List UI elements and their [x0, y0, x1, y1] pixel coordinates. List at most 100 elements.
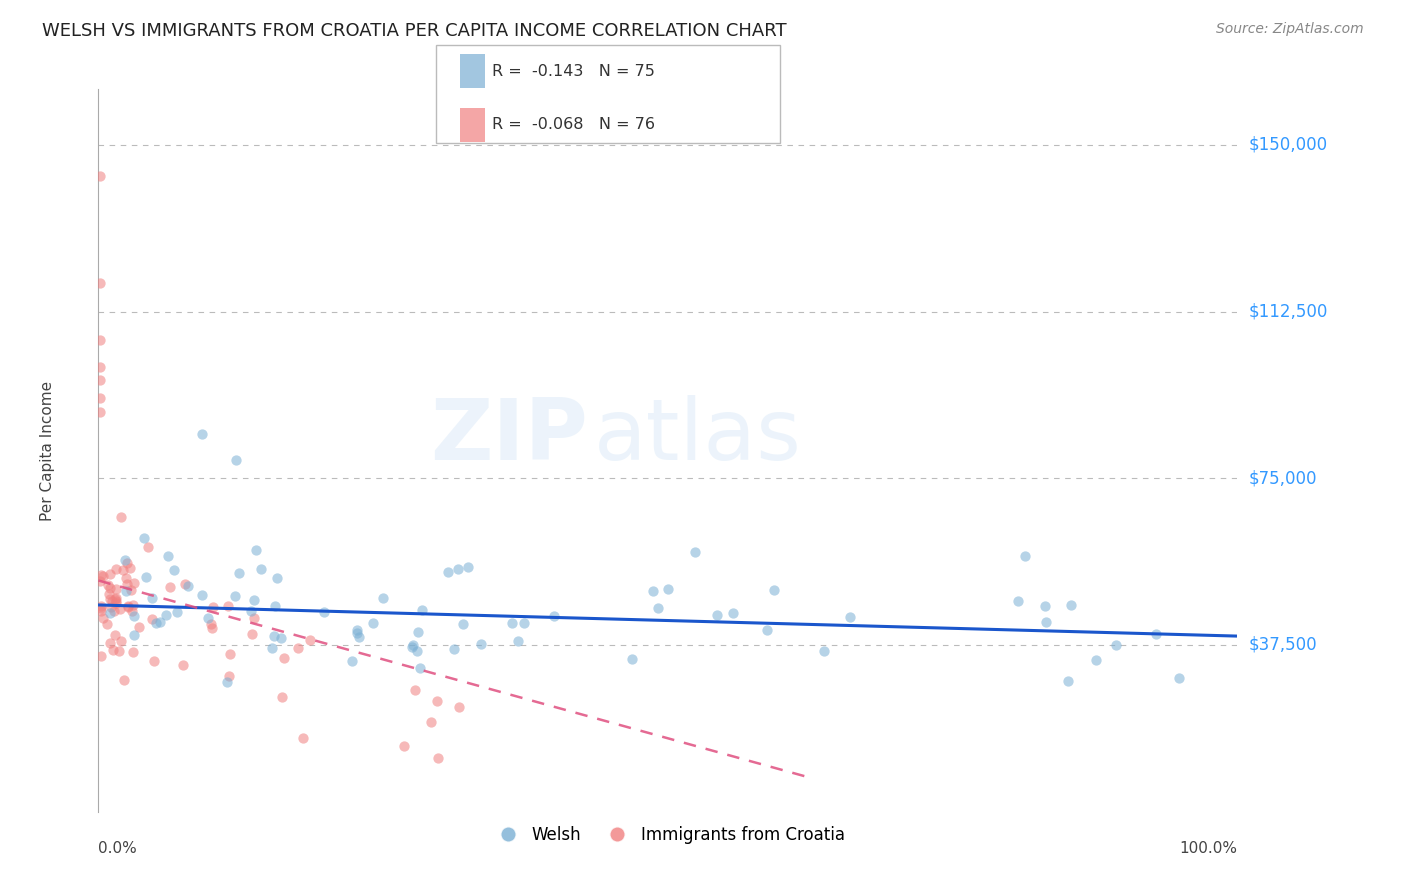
Point	[108, 602, 131, 616]
Point	[90, 649, 112, 664]
Text: R =  -0.068   N = 76: R = -0.068 N = 76	[492, 118, 655, 132]
Point	[470, 637, 492, 651]
Point	[813, 644, 835, 658]
Point	[117, 599, 139, 613]
Point	[89, 334, 111, 348]
Text: WELSH VS IMMIGRANTS FROM CROATIA PER CAPITA INCOME CORRELATION CHART: WELSH VS IMMIGRANTS FROM CROATIA PER CAP…	[42, 22, 787, 40]
Point	[149, 615, 172, 629]
Point	[449, 699, 471, 714]
Point	[120, 560, 142, 574]
Point	[108, 644, 131, 658]
Point	[245, 543, 267, 558]
Point	[419, 714, 441, 729]
Text: $37,500: $37,500	[1249, 636, 1317, 654]
Point	[122, 576, 145, 591]
Point	[103, 604, 125, 618]
Point	[135, 570, 157, 584]
Point	[411, 603, 433, 617]
Point	[121, 604, 143, 618]
Point	[225, 453, 247, 467]
Point	[156, 549, 179, 564]
Text: $150,000: $150,000	[1249, 136, 1327, 153]
Point	[122, 609, 145, 624]
Point	[100, 600, 122, 615]
Point	[90, 604, 112, 618]
Point	[643, 584, 665, 599]
Point	[683, 545, 706, 559]
Point	[657, 582, 679, 597]
Point	[98, 592, 121, 607]
Point	[89, 574, 111, 588]
Point	[89, 404, 111, 418]
Point	[404, 683, 426, 698]
Point	[90, 599, 112, 613]
Text: $75,000: $75,000	[1249, 469, 1317, 487]
Point	[243, 593, 266, 607]
Point	[620, 652, 643, 666]
Point	[97, 587, 120, 601]
Point	[115, 576, 138, 591]
Point	[266, 571, 288, 585]
Point	[114, 553, 136, 567]
Point	[89, 169, 111, 183]
Point	[98, 635, 121, 649]
Point	[426, 751, 449, 765]
Point	[240, 604, 263, 618]
Point	[159, 580, 181, 594]
Point	[166, 605, 188, 619]
Point	[647, 601, 669, 615]
Point	[97, 578, 120, 592]
Point	[273, 650, 295, 665]
Point	[110, 634, 132, 648]
Point	[89, 360, 111, 375]
Point	[105, 582, 128, 596]
Point	[200, 617, 222, 632]
Point	[346, 625, 368, 640]
Point	[270, 632, 292, 646]
Point	[104, 596, 127, 610]
Point	[98, 606, 121, 620]
Point	[197, 611, 219, 625]
Point	[1084, 653, 1107, 667]
Point	[136, 541, 159, 555]
Point	[457, 560, 479, 574]
Point	[201, 621, 224, 635]
Point	[1059, 598, 1081, 612]
Point	[217, 599, 239, 614]
Text: Source: ZipAtlas.com: Source: ZipAtlas.com	[1216, 22, 1364, 37]
Point	[401, 640, 423, 654]
Point	[98, 566, 121, 581]
Point	[104, 594, 127, 608]
Point	[162, 564, 184, 578]
Point	[100, 594, 122, 608]
Point	[1146, 627, 1168, 641]
Point	[155, 608, 177, 623]
Point	[91, 568, 114, 582]
Point	[292, 731, 315, 745]
Point	[346, 623, 368, 637]
Point	[191, 588, 214, 602]
Point	[121, 645, 143, 659]
Point	[409, 660, 432, 674]
Point	[104, 591, 127, 606]
Point	[349, 630, 371, 644]
Point	[142, 654, 165, 668]
Point	[177, 579, 200, 593]
Point	[451, 616, 474, 631]
Point	[437, 565, 460, 579]
Point	[342, 654, 364, 668]
Point	[141, 612, 163, 626]
Point	[1105, 638, 1128, 652]
Point	[1014, 549, 1036, 563]
Text: ZIP: ZIP	[430, 394, 588, 477]
Point	[141, 591, 163, 606]
Point	[201, 600, 224, 615]
Point	[89, 373, 111, 387]
Text: R =  -0.143   N = 75: R = -0.143 N = 75	[492, 64, 655, 78]
Point	[115, 583, 138, 598]
Point	[263, 599, 285, 613]
Point	[98, 582, 121, 596]
Point	[1007, 594, 1029, 608]
Point	[224, 590, 246, 604]
Point	[145, 615, 167, 630]
